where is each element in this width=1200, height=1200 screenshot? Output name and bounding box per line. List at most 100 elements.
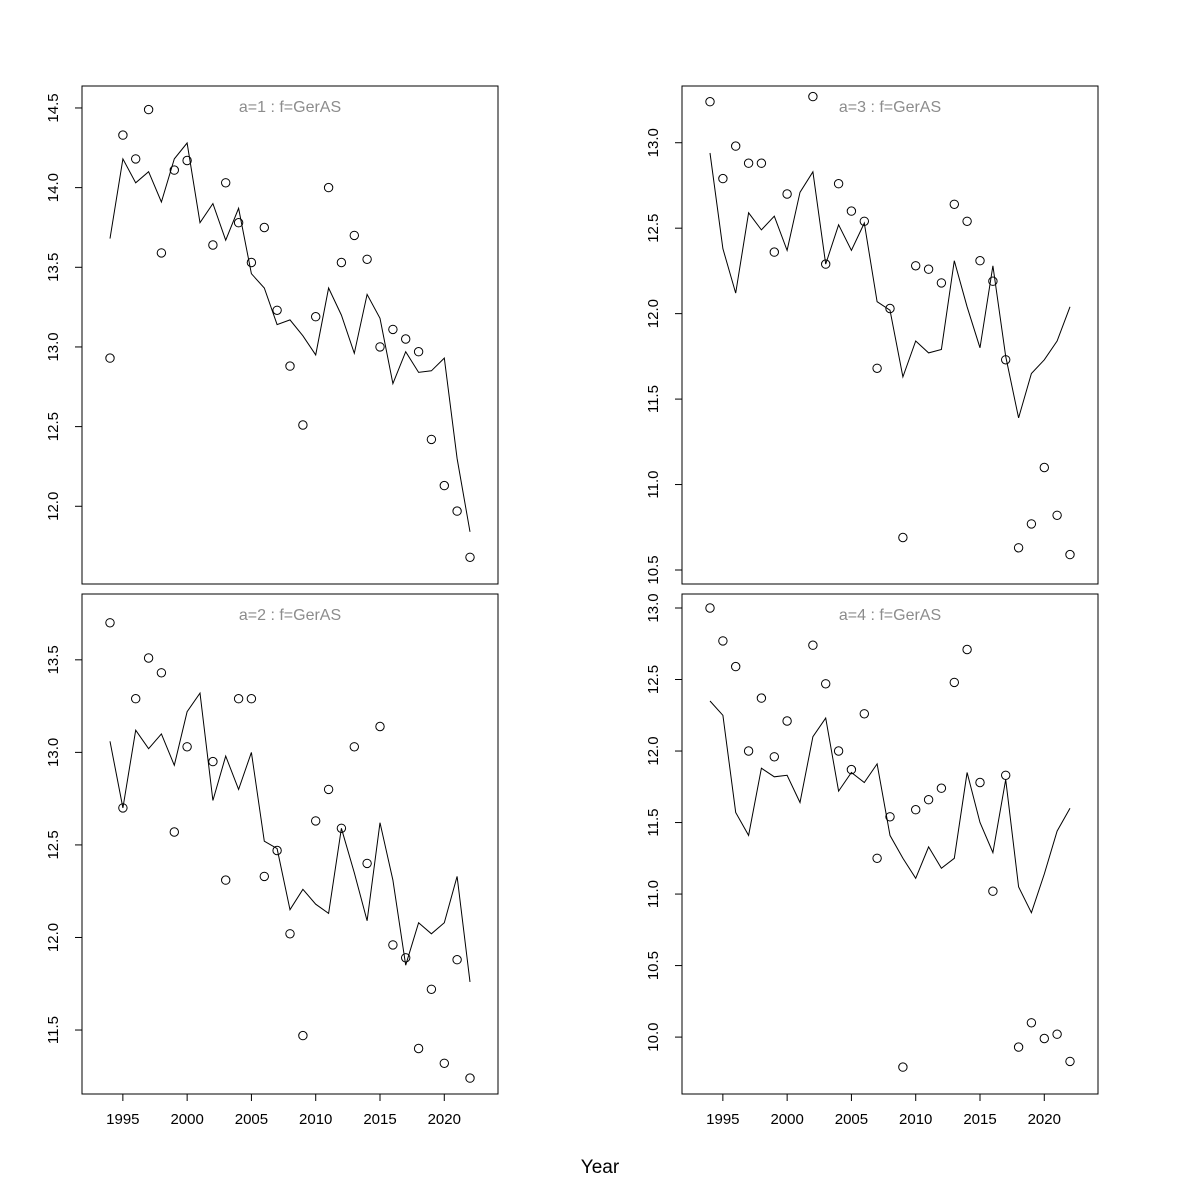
y-tick-label: 12.0: [645, 736, 662, 765]
observed-point: [375, 342, 385, 352]
observed-point: [743, 158, 754, 168]
observed-point: [923, 795, 934, 805]
panel-1: a=1 : f=GerAS 12.0 12.5 13.0 13.5 14.0 14.5: [45, 85, 499, 585]
y-tick-label: 13.0: [645, 128, 662, 157]
observed-point: [323, 784, 334, 795]
y-tick-label: 11.5: [645, 385, 662, 413]
panel-frame: [681, 85, 1099, 585]
x-axis-title: Year: [581, 1157, 620, 1178]
y-tick-label: 12.0: [45, 492, 62, 521]
observed-point: [465, 1073, 475, 1083]
y-tick-label: 11.5: [45, 1016, 62, 1044]
y-tick-label: 10.5: [645, 951, 662, 980]
y-tick-label: 11.0: [645, 470, 662, 498]
observed-point: [452, 506, 462, 516]
observed-point: [1001, 770, 1011, 780]
panel-frame: [81, 593, 499, 1095]
observed-point: [259, 871, 269, 882]
observed-point: [808, 91, 818, 102]
y-tick-label: 10.0: [645, 1022, 662, 1051]
observed-point: [885, 303, 895, 314]
y-tick-label: 10.5: [645, 555, 662, 584]
x-tick-label: 2015: [963, 1111, 996, 1128]
x-tick-label: 1995: [106, 1111, 139, 1128]
x-tick-label: 1995: [706, 1111, 739, 1128]
observed-point: [375, 721, 385, 732]
observed-point: [962, 644, 972, 655]
observed-point: [1065, 1056, 1075, 1067]
observed-point: [988, 276, 998, 286]
observed-point: [388, 324, 398, 335]
observed-point: [349, 742, 359, 752]
observed-point: [182, 155, 192, 166]
observed-point: [272, 845, 282, 856]
observed-point: [401, 953, 411, 963]
observed-point: [413, 347, 424, 357]
x-tick-label: 2005: [235, 1111, 268, 1128]
observed-point: [156, 668, 167, 678]
observed-point: [936, 278, 947, 288]
observed-point: [118, 130, 128, 140]
observed-point: [936, 783, 947, 793]
observed-point: [169, 165, 180, 175]
y-tick-label: 13.0: [45, 332, 62, 361]
observed-point: [131, 154, 141, 164]
observed-point: [885, 812, 895, 822]
panel-title: a=1 : f=GerAS: [239, 99, 341, 116]
observed-point: [401, 334, 411, 344]
observed-point: [859, 216, 869, 227]
observed-point: [821, 679, 831, 689]
y-tick-label: 11.0: [645, 880, 662, 908]
observed-point: [731, 661, 741, 672]
x-tick-label: 2005: [835, 1111, 868, 1128]
observed-point: [426, 434, 437, 445]
observed-point: [208, 756, 218, 767]
observed-point: [923, 264, 934, 274]
y-tick-label: 12.5: [645, 214, 662, 243]
observed-point: [362, 858, 372, 869]
observed-point: [118, 803, 128, 813]
panel-frame: [681, 593, 1099, 1095]
panel-2: a=3 : f=GerAS 10.5 11.0 11.5 12.0 12.5 13.0: [645, 85, 1099, 585]
panel-title: a=2 : f=GerAS: [239, 607, 341, 624]
observed-point: [272, 305, 282, 315]
observed-point: [808, 640, 818, 650]
observed-point: [898, 532, 908, 543]
fitted-series-line: [109, 691, 471, 982]
observed-point: [426, 984, 437, 994]
observed-point: [988, 886, 998, 896]
observed-point: [221, 178, 231, 188]
observed-point: [975, 256, 985, 266]
observed-point: [846, 206, 857, 216]
observed-point: [1052, 510, 1062, 520]
panel-4: a=4 : f=GerAS 10.0 10.5 11.0 11.5 12.0 12.5 13.…: [645, 593, 1099, 1128]
observed-point: [1039, 1033, 1050, 1044]
fitted-series-line: [709, 152, 1071, 419]
observed-point: [1001, 355, 1011, 365]
observed-point: [833, 179, 844, 189]
panel-title: a=4 : f=GerAS: [839, 607, 941, 624]
y-tick-label: 13.0: [45, 738, 62, 767]
x-tick-label: 2000: [770, 1111, 803, 1128]
observed-point: [246, 257, 257, 268]
fitted-series-line: [109, 141, 471, 532]
observed-point: [1013, 543, 1024, 553]
observed-point: [465, 552, 475, 562]
observed-point: [769, 247, 779, 257]
observed-point: [105, 353, 115, 363]
observed-point: [1052, 1029, 1062, 1039]
observed-point: [859, 709, 869, 719]
observed-point: [821, 259, 831, 269]
x-tick-label: 2020: [1028, 1111, 1061, 1128]
observed-point: [208, 240, 218, 250]
observed-point: [743, 746, 754, 756]
y-tick-label: 13.0: [645, 593, 662, 622]
y-tick-label: 14.5: [45, 93, 62, 122]
observed-point: [872, 363, 882, 373]
y-tick-label: 14.0: [45, 173, 62, 202]
observed-point: [911, 805, 921, 815]
observed-point: [898, 1062, 908, 1072]
observed-point: [259, 222, 269, 233]
observed-point: [731, 141, 741, 151]
observed-point: [311, 312, 321, 322]
